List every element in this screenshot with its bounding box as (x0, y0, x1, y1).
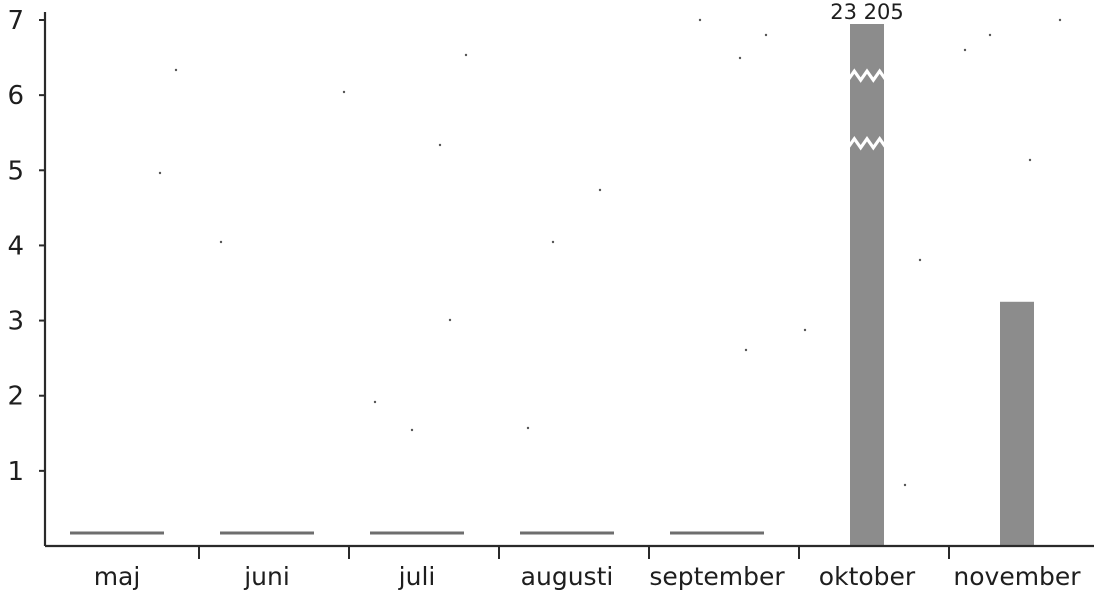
y-ticks-group: 1 2 3 4 5 6 7 (7, 6, 45, 487)
speck (903, 483, 907, 487)
speck (410, 428, 414, 432)
speck (219, 240, 223, 244)
y-tick-label: 7 (7, 6, 24, 36)
speck (963, 48, 967, 52)
y-tick-label: 4 (7, 231, 24, 261)
value-label: 23 205 (830, 0, 903, 24)
y-tick-label: 1 (7, 457, 24, 487)
y-tick-label: 6 (7, 81, 24, 111)
speck (1028, 158, 1032, 162)
x-labels-group: maj juni juli augusti september oktober novemb… (94, 562, 1082, 591)
speck (464, 53, 468, 57)
x-category-label: maj (94, 562, 141, 591)
speck (342, 90, 346, 94)
speck (174, 68, 178, 72)
speck (764, 33, 768, 37)
y-tick-label: 3 (7, 307, 24, 337)
x-category-label: november (953, 562, 1081, 591)
speck (551, 240, 555, 244)
speck (988, 33, 992, 37)
speck (803, 328, 807, 332)
speck (1058, 18, 1062, 22)
x-ticks-group (198, 546, 950, 559)
speck (598, 188, 602, 192)
x-category-label: augusti (521, 562, 614, 591)
bar (1000, 301, 1034, 546)
paper-specks (158, 18, 1062, 487)
value-labels-group: 23 205 (830, 0, 903, 24)
y-tick-label: 2 (7, 382, 24, 412)
speck (373, 400, 377, 404)
x-category-label: juni (243, 562, 290, 591)
bar (850, 24, 884, 546)
bars-group (70, 24, 1034, 546)
speck (698, 18, 702, 22)
y-tick-label: 5 (7, 156, 24, 186)
speck (438, 143, 442, 147)
x-category-label: juli (398, 562, 436, 591)
x-category-label: september (649, 562, 785, 591)
axis-break-mark (846, 135, 888, 151)
speck (526, 426, 530, 430)
speck (744, 348, 748, 352)
speck (918, 258, 922, 262)
speck (158, 171, 162, 175)
speck (448, 318, 452, 322)
x-category-label: oktober (819, 562, 916, 591)
speck (738, 56, 742, 60)
axis-break-mark (846, 68, 888, 83)
